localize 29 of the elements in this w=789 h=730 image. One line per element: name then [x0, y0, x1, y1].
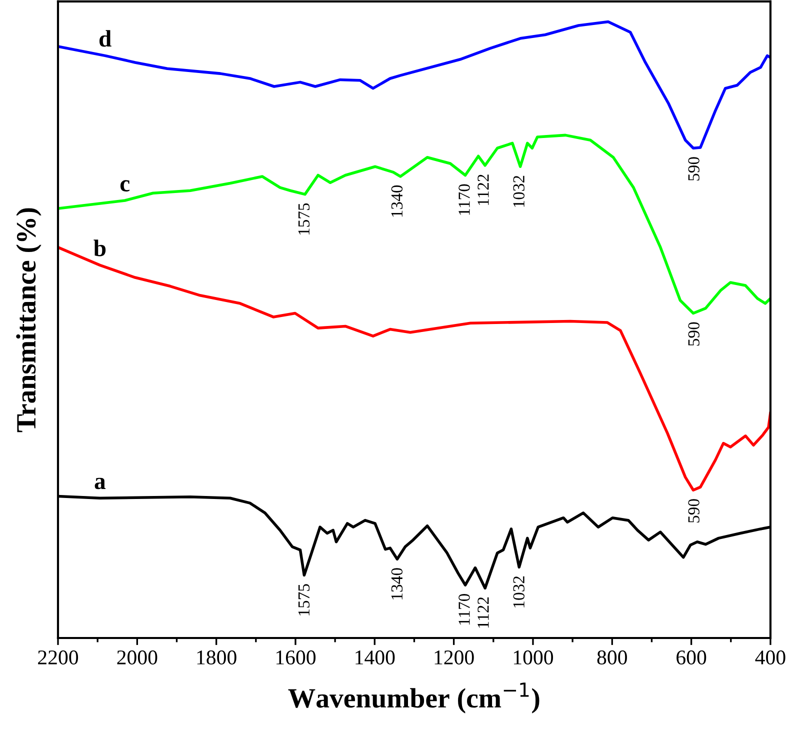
annotation: 1340: [391, 568, 403, 600]
series-label: a: [94, 478, 106, 490]
annotation: 1575: [298, 203, 310, 235]
annotation: 590: [688, 157, 700, 180]
x-tick-label: 1800: [197, 650, 236, 664]
annotation: 1340: [391, 185, 403, 217]
annotation: 1122: [478, 174, 489, 205]
annotation: 1122: [478, 597, 489, 628]
series-label: c: [120, 180, 130, 192]
annotation: 1170: [458, 594, 470, 625]
x-tick-label: 400: [755, 650, 786, 664]
annotation: 1575: [298, 584, 310, 616]
series-label: b: [94, 240, 106, 256]
series-label: d: [99, 30, 112, 47]
x-tick-label: 800: [597, 650, 627, 664]
x-tick-label: 1600: [276, 650, 316, 664]
annotation: 1170: [458, 184, 470, 215]
annotation: 1032: [513, 176, 524, 207]
x-tick-label: 1000: [514, 650, 554, 664]
annotation: 1032: [513, 576, 524, 608]
annotation: 590: [688, 499, 700, 522]
x-tick-label: 1200: [434, 650, 474, 664]
x-axis-title: Wavenumber (cm$^{−1}$): [288, 682, 540, 714]
x-tick-label: 600: [676, 650, 706, 664]
x-tick-label: 2200: [38, 650, 78, 664]
annotation: 590: [688, 322, 700, 346]
x-tick-label: 2000: [117, 650, 158, 664]
x-tick-label: 1400: [356, 650, 395, 664]
y-axis-title: Transmittance (%): [16, 208, 42, 432]
